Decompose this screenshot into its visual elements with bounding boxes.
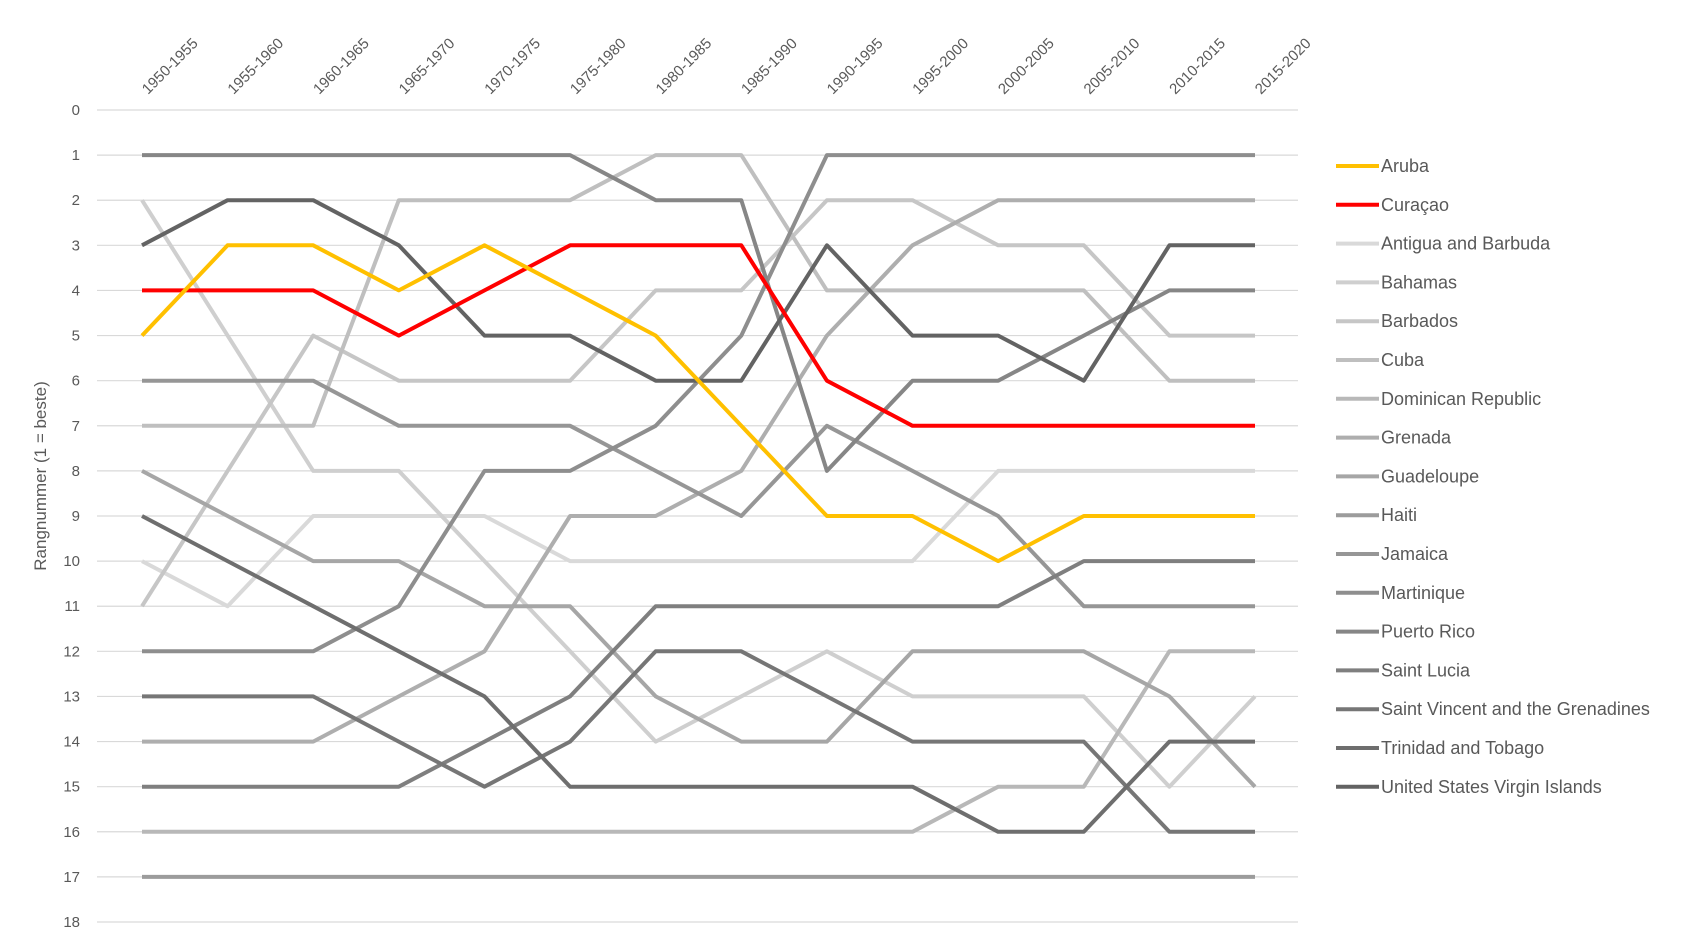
x-axis-ticks: 1950-1955 1955-1960 1960-1965 1965-1970 1970… — [139, 35, 1315, 98]
y-tick-label: 16 — [63, 824, 80, 841]
series-line — [142, 559, 1255, 789]
y-tick-label: 14 — [63, 734, 80, 751]
y-tick-label: 4 — [72, 282, 80, 299]
legend: Aruba Curaçao Antigua and Barbuda Bahamas Ba… — [1336, 156, 1650, 797]
legend-label: Antigua and Barbuda — [1381, 234, 1551, 254]
x-tick-label: 1985-1990 — [738, 35, 801, 98]
series-line — [141, 514, 1255, 834]
y-tick-label: 7 — [72, 418, 80, 435]
series-line — [141, 469, 1257, 789]
x-tick-label: 2000-2005 — [995, 35, 1058, 98]
y-axis-title: Rangnummer (1 = beste) — [31, 381, 50, 570]
x-tick-label: 1955-1960 — [224, 35, 287, 98]
x-tick-label: 2005-2010 — [1081, 35, 1144, 98]
y-tick-label: 0 — [72, 102, 80, 119]
y-tick-label: 11 — [64, 598, 80, 615]
series-line — [140, 243, 1255, 564]
legend-label: Saint Lucia — [1381, 660, 1471, 680]
legend-label: Dominican Republic — [1381, 389, 1541, 409]
x-tick-label: 2010-2015 — [1166, 35, 1229, 98]
y-tick-label: 1 — [72, 147, 80, 164]
x-tick-label: 2015-2020 — [1252, 35, 1315, 98]
legend-label: Haiti — [1381, 505, 1417, 525]
y-tick-label: 6 — [72, 373, 80, 390]
y-tick-label: 10 — [63, 553, 80, 570]
y-tick-label: 8 — [72, 463, 80, 480]
y-tick-label: 3 — [72, 237, 80, 254]
x-tick-label: 1950-1955 — [139, 35, 202, 98]
legend-label: Barbados — [1381, 311, 1458, 331]
y-tick-label: 15 — [63, 779, 80, 796]
series-line — [142, 153, 1255, 473]
y-tick-label: 17 — [63, 869, 80, 886]
y-tick-label: 2 — [72, 192, 80, 209]
series-line — [142, 153, 1255, 654]
series-line — [142, 378, 1255, 609]
legend-label: Curaçao — [1381, 195, 1449, 215]
series-line — [142, 243, 1255, 428]
series-line — [142, 649, 1255, 834]
x-tick-label: 1960-1965 — [310, 35, 373, 98]
legend-label: Guadeloupe — [1381, 466, 1479, 486]
legend-label: Grenada — [1381, 428, 1452, 448]
legend-label: Jamaica — [1381, 544, 1449, 564]
series-line — [142, 649, 1255, 834]
legend-label: Aruba — [1381, 156, 1430, 176]
series-line — [141, 468, 1255, 609]
y-tick-label: 13 — [63, 688, 80, 705]
series-line — [140, 198, 1255, 608]
x-tick-label: 1980-1985 — [652, 35, 715, 98]
x-tick-label: 1990-1995 — [824, 35, 887, 98]
legend-label: Saint Vincent and the Grenadines — [1381, 699, 1650, 719]
y-tick-label: 5 — [72, 328, 80, 345]
legend-label: Cuba — [1381, 350, 1425, 370]
y-tick-label: 9 — [72, 508, 80, 525]
legend-label: Bahamas — [1381, 272, 1457, 292]
x-tick-label: 1970-1975 — [481, 35, 544, 98]
legend-label: United States Virgin Islands — [1381, 777, 1602, 797]
y-tick-label: 18 — [63, 914, 80, 931]
y-tick-label: 12 — [63, 643, 80, 660]
x-tick-label: 1975-1980 — [567, 35, 630, 98]
series-lines — [140, 153, 1257, 879]
x-tick-label: 1995-2000 — [909, 35, 972, 98]
legend-label: Martinique — [1381, 583, 1465, 603]
legend-label: Puerto Rico — [1381, 622, 1475, 642]
legend-label: Trinidad and Tobago — [1381, 738, 1544, 758]
x-tick-label: 1965-1970 — [396, 35, 459, 98]
